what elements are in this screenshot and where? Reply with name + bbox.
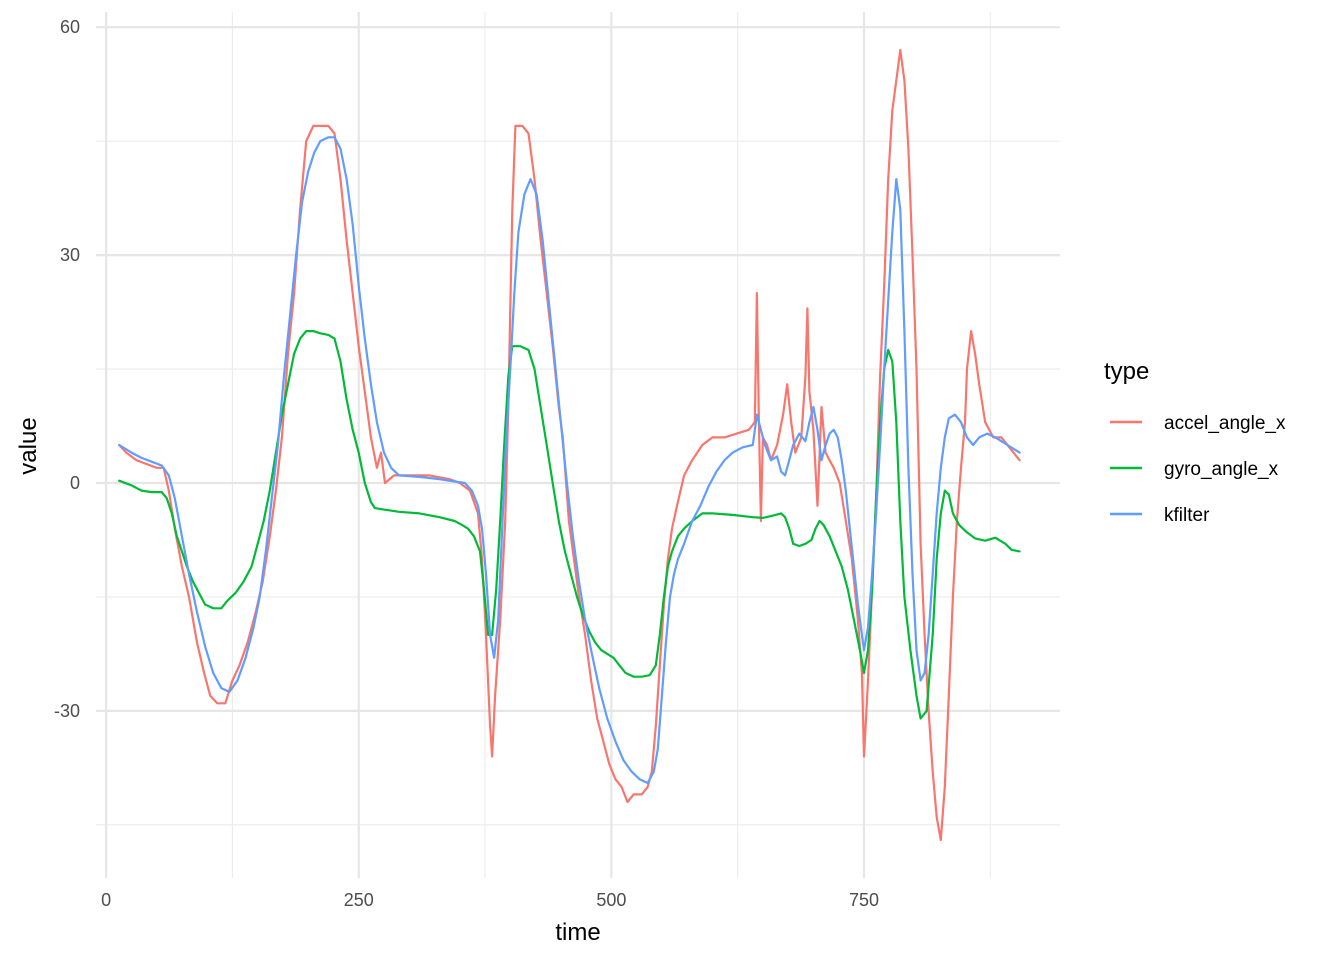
x-tick-label: 500: [596, 890, 626, 910]
x-tick-label: 0: [101, 890, 111, 910]
series-lines: [118, 48, 1021, 842]
x-axis-tick-labels: 0 250 500 750: [101, 890, 879, 910]
y-tick-label: 0: [70, 473, 80, 493]
x-tick-label: 750: [849, 890, 879, 910]
y-tick-label: 60: [60, 17, 80, 37]
y-axis-title: value: [15, 417, 42, 474]
legend-label-accel-angle-x: accel_angle_x: [1164, 413, 1286, 434]
x-tick-label: 250: [344, 890, 374, 910]
legend-title: type: [1104, 358, 1149, 385]
series-line-accel-angle-x: [118, 48, 1021, 842]
legend-label-kfilter: kfilter: [1164, 505, 1210, 526]
y-tick-label: 30: [60, 245, 80, 265]
series-line-kfilter: [118, 136, 1021, 785]
y-axis-tick-labels: -30 0 30 60: [54, 17, 80, 721]
legend-label-gyro-angle-x: gyro_angle_x: [1164, 459, 1279, 480]
major-gridlines: [96, 12, 1060, 878]
x-axis-title: time: [555, 919, 600, 946]
minor-gridlines: [96, 12, 1060, 878]
y-tick-label: -30: [54, 701, 80, 721]
